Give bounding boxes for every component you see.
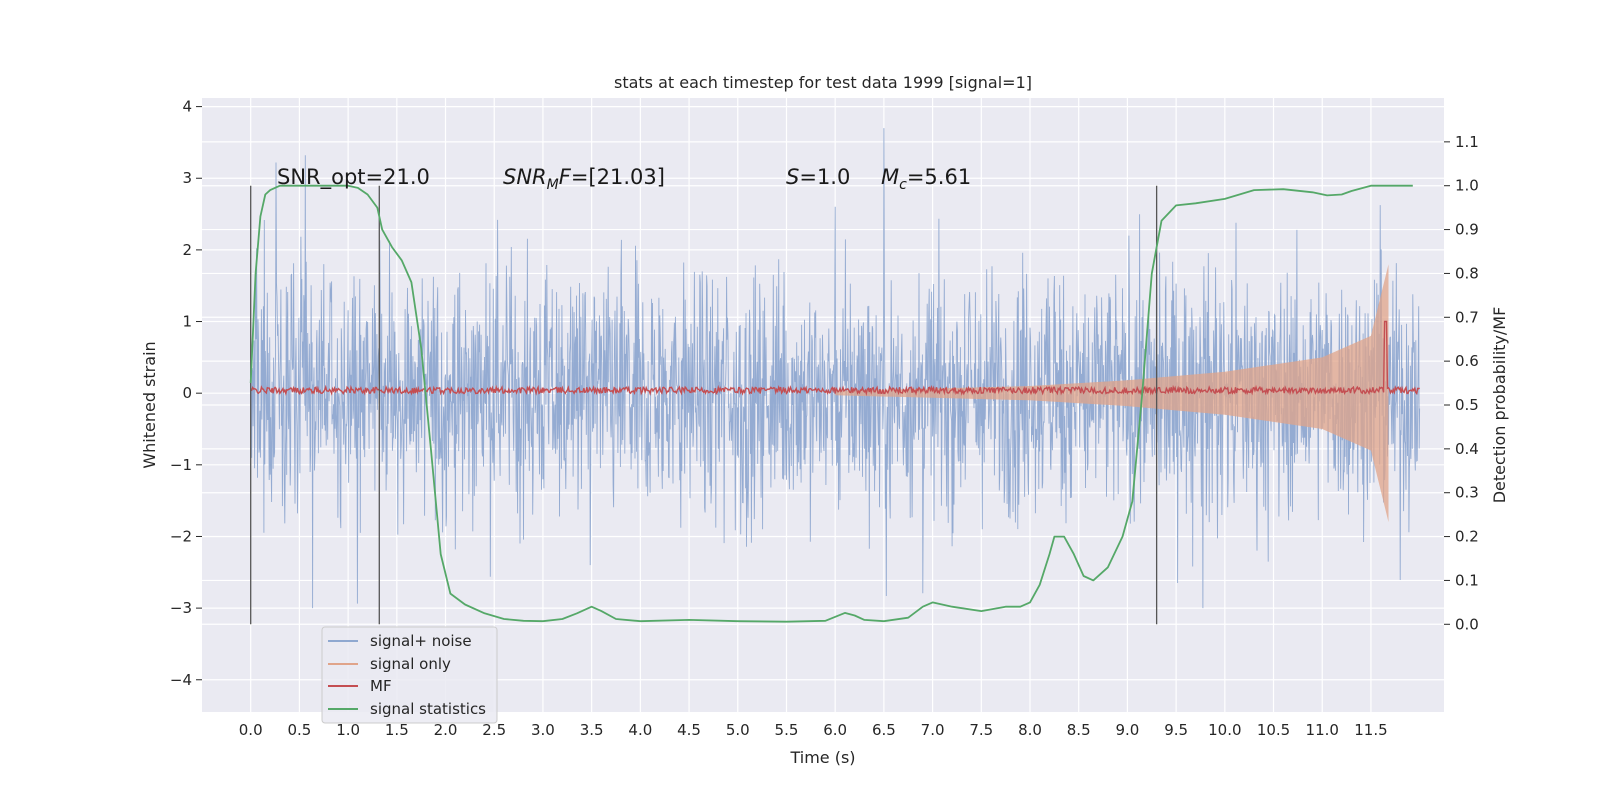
y-tick-labels: 4 3 2 1 0 −1 −2 −3 −4 xyxy=(170,98,202,689)
data-layer xyxy=(249,128,1421,625)
legend-frame xyxy=(321,626,498,724)
y-tick-label: −4 xyxy=(170,671,192,689)
annotation-mc: Mc=5.61 xyxy=(881,165,971,193)
x-tick-label: 0.5 xyxy=(287,721,311,739)
x-tick-label: 8.5 xyxy=(1067,721,1091,739)
x-tick-label: 6.0 xyxy=(823,721,847,739)
x-tick-label: 3.0 xyxy=(531,721,555,739)
annotation-s: S=1.0 xyxy=(786,165,850,189)
y2-tick-label: 0.5 xyxy=(1455,396,1479,414)
y2-tick-label: 0.3 xyxy=(1455,484,1479,502)
y-tick-label: 2 xyxy=(182,241,192,259)
x-tick-label: 10.5 xyxy=(1257,721,1290,739)
x-tick-label: 9.0 xyxy=(1115,721,1139,739)
legend: signal+ noise signal only MF signal stat… xyxy=(321,626,498,724)
x-tick-label: 1.5 xyxy=(385,721,409,739)
series-signal-statistics xyxy=(249,184,1413,623)
chart-title: stats at each timestep for test data 199… xyxy=(614,73,1032,92)
y2-tick-label: 0.6 xyxy=(1455,352,1479,370)
y2-tick-labels: 1.1 1.0 0.9 0.8 0.7 0.6 0.5 0.4 0.3 0.2 0.1 0.0 xyxy=(1444,133,1479,633)
annotation-snr-mf: SNRMF=[21.03] xyxy=(503,165,665,193)
y-tick-label: 4 xyxy=(182,98,192,116)
x-tick-label: 7.0 xyxy=(921,721,945,739)
y-tick-label: −1 xyxy=(170,456,192,474)
x-tick-label: 4.0 xyxy=(628,721,652,739)
y-tick-label: −3 xyxy=(170,599,192,617)
legend-label-signal-only: signal only xyxy=(370,655,451,673)
y2-axis-label: Detection probability/MF xyxy=(1490,307,1509,504)
legend-label-signal-noise: signal+ noise xyxy=(370,632,472,650)
y2-tick-label: 0.2 xyxy=(1455,528,1479,546)
y2-tick-label: 0.4 xyxy=(1455,440,1479,458)
series-mf xyxy=(250,320,1420,397)
y2-tick-label: 0.9 xyxy=(1455,221,1479,239)
x-tick-label: 9.5 xyxy=(1164,721,1188,739)
x-tick-label: 2.0 xyxy=(434,721,458,739)
x-tick-label: 11.5 xyxy=(1354,721,1387,739)
y2-tick-label: 0.1 xyxy=(1455,571,1479,589)
y-tick-label: 0 xyxy=(182,384,192,402)
x-tick-label: 5.5 xyxy=(775,721,799,739)
x-tick-label: 11.0 xyxy=(1306,721,1339,739)
x-tick-label: 4.5 xyxy=(677,721,701,739)
series-signal-only xyxy=(835,264,1389,523)
y-tick-label: 1 xyxy=(182,313,192,331)
y-tick-label: 3 xyxy=(182,169,192,187)
x-tick-label: 0.0 xyxy=(239,721,263,739)
legend-label-signal-statistics: signal statistics xyxy=(370,700,486,718)
x-tick-labels: 0.0 0.5 1.0 1.5 2.0 2.5 3.0 3.5 4.0 4.5 5.0 5.5 6.0 6… xyxy=(239,721,1388,739)
y2-tick-label: 0.8 xyxy=(1455,264,1479,282)
x-tick-label: 8.0 xyxy=(1018,721,1042,739)
y-axis-label: Whitened strain xyxy=(140,341,159,468)
y-tick-label: −2 xyxy=(170,527,192,545)
x-axis-label: Time (s) xyxy=(789,748,855,767)
y2-tick-label: 0.0 xyxy=(1455,615,1479,633)
legend-label-mf: MF xyxy=(370,677,392,695)
x-tick-label: 7.5 xyxy=(969,721,993,739)
x-tick-label: 3.5 xyxy=(580,721,604,739)
x-tick-label: 2.5 xyxy=(482,721,506,739)
y2-tick-label: 1.0 xyxy=(1455,177,1479,195)
x-tick-label: 1.0 xyxy=(336,721,360,739)
x-tick-label: 5.0 xyxy=(726,721,750,739)
x-tick-label: 10.0 xyxy=(1208,721,1241,739)
annotation-snr-opt: SNR_opt=21.0 xyxy=(277,165,430,190)
y2-tick-label: 1.1 xyxy=(1455,133,1479,151)
y2-tick-label: 0.7 xyxy=(1455,308,1479,326)
x-tick-label: 6.5 xyxy=(872,721,896,739)
